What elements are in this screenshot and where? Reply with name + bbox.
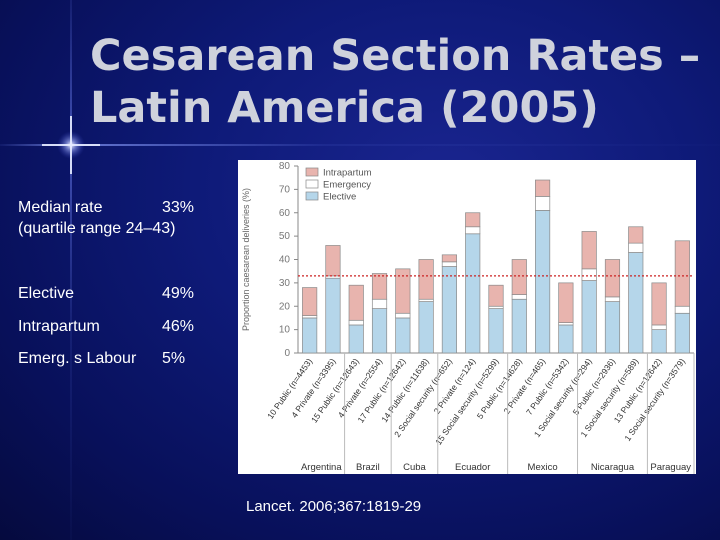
bar-intrapartum-segment: [651, 282, 667, 326]
bar-emergency-segment: [488, 305, 504, 309]
bar-intrapartum-segment: [302, 287, 318, 316]
bar-elective-segment: [604, 301, 621, 354]
bar-emergency-segment: [465, 226, 481, 235]
emergency-label: Emerg. s Labour: [18, 350, 137, 367]
bar-intrapartum-segment: [395, 268, 411, 314]
bar-emergency-segment: [651, 324, 667, 330]
y-tick-label: 0: [284, 348, 290, 359]
legend-swatch: [305, 167, 319, 177]
chart-x-labels: 10 Public (n=4453)4 Private (n=3395)15 P…: [265, 356, 687, 446]
elective-label: Elective: [18, 285, 75, 302]
emergency-value: 5%: [162, 350, 186, 367]
bar-emergency-segment: [395, 312, 411, 319]
y-tick-label: 30: [279, 278, 291, 289]
chart-country-labels: Argentina Brazil Cuba Ecuador Mexico Nicaragu…: [301, 353, 720, 474]
bar-emergency-segment: [628, 242, 644, 253]
elective-value: 49%: [162, 285, 195, 302]
bar-intrapartum-segment: [535, 179, 551, 197]
bar-intrapartum-segment: [604, 259, 621, 298]
y-tick-label: 20: [279, 301, 291, 312]
country-label: Ecuador: [455, 462, 490, 473]
slide-title-line-1: Cesarean Section Rates –: [90, 31, 701, 81]
bar-elective-segment: [325, 277, 341, 354]
bar-intrapartum-segment: [441, 254, 457, 263]
bar-elective-segment: [348, 324, 364, 354]
legend-label: Elective: [323, 192, 356, 203]
bar-emergency-segment: [348, 319, 364, 326]
median-rate-label: Median rate: [18, 199, 103, 216]
legend-label: Emergency: [323, 180, 371, 191]
y-tick-label: 10: [279, 325, 291, 336]
y-axis-label: Proportion caesarean deliveries (%): [241, 188, 251, 331]
stacked-bar-chart: 0 10 20 30 40 50 60 70 80 Proportion caesarean de…: [241, 161, 720, 474]
legend-label: Intrapartum: [323, 168, 372, 179]
chart-gridlines: [294, 165, 298, 354]
bar-intrapartum-segment: [371, 273, 388, 300]
sparkle-icon: [42, 116, 100, 174]
bar-emergency-segment: [558, 322, 574, 326]
bar-elective-segment: [535, 210, 551, 354]
bar-intrapartum-segment: [325, 245, 341, 277]
bar-intrapartum-segment: [628, 226, 644, 244]
slide-title-line-2: Latin America (2005): [90, 83, 599, 133]
intrapartum-value: 46%: [162, 318, 195, 335]
bar-elective-segment: [628, 252, 644, 354]
bar-intrapartum-segment: [558, 282, 574, 323]
bar-intrapartum-segment: [511, 259, 527, 295]
bar-elective-segment: [511, 298, 527, 354]
median-rate-value: 33%: [162, 199, 195, 216]
y-tick-label: 40: [279, 255, 291, 266]
country-label: Paraguay: [650, 462, 691, 473]
quartile-range-text: (quartile range 24–43): [18, 220, 176, 237]
bar-emergency-segment: [511, 294, 527, 300]
bar-elective-segment: [395, 317, 411, 354]
bar-emergency-segment: [441, 261, 457, 267]
bar-emergency-segment: [604, 296, 621, 302]
bar-elective-segment: [581, 280, 597, 354]
bar-intrapartum-segment: [418, 259, 434, 300]
bar-elective-segment: [371, 308, 388, 354]
bar-emergency-segment: [674, 305, 690, 314]
bar-elective-segment: [488, 308, 504, 354]
bar-emergency-segment: [418, 298, 434, 302]
bar-emergency-segment: [581, 268, 597, 281]
country-label: Cuba: [403, 462, 426, 473]
bar-elective-segment: [302, 317, 318, 354]
bar-intrapartum-segment: [674, 240, 690, 307]
country-label: Mexico: [528, 462, 558, 473]
bar-intrapartum-segment: [581, 231, 597, 270]
legend-swatch: [305, 179, 319, 189]
chart-panel: 0 10 20 30 40 50 60 70 80 Proportion caesarean de…: [238, 160, 720, 474]
y-tick-label: 70: [279, 184, 291, 195]
intrapartum-label: Intrapartum: [18, 318, 100, 335]
bar-elective-segment: [674, 312, 690, 354]
decorative-vertical-line: [70, 0, 72, 540]
bar-emergency-segment: [371, 298, 388, 309]
bar-elective-segment: [441, 266, 457, 354]
decorative-horizontal-line: [0, 144, 720, 146]
legend-swatch: [305, 191, 319, 201]
bar-elective-segment: [465, 233, 481, 354]
bar-emergency-segment: [302, 315, 318, 319]
bar-intrapartum-segment: [348, 284, 364, 321]
chart-bars: [302, 179, 690, 354]
country-label: Nicaragua: [591, 462, 635, 473]
chart-axes: 0 10 20 30 40 50 60 70 80 Proportion caesarean de…: [241, 161, 694, 359]
bar-elective-segment: [651, 329, 667, 354]
country-label: Brazil: [356, 462, 380, 473]
bar-emergency-segment: [535, 196, 551, 211]
y-tick-label: 80: [279, 161, 291, 172]
bar-elective-segment: [558, 324, 574, 354]
citation-text: Lancet. 2006;367:1819-29: [246, 498, 422, 515]
bar-elective-segment: [418, 301, 434, 354]
y-tick-label: 60: [279, 208, 291, 219]
bar-intrapartum-segment: [465, 212, 481, 228]
bar-intrapartum-segment: [488, 284, 504, 307]
slide-title: Cesarean Section Rates – Latin America (…: [90, 30, 701, 134]
y-tick-label: 50: [279, 231, 291, 242]
country-label: Argentina: [301, 462, 342, 473]
